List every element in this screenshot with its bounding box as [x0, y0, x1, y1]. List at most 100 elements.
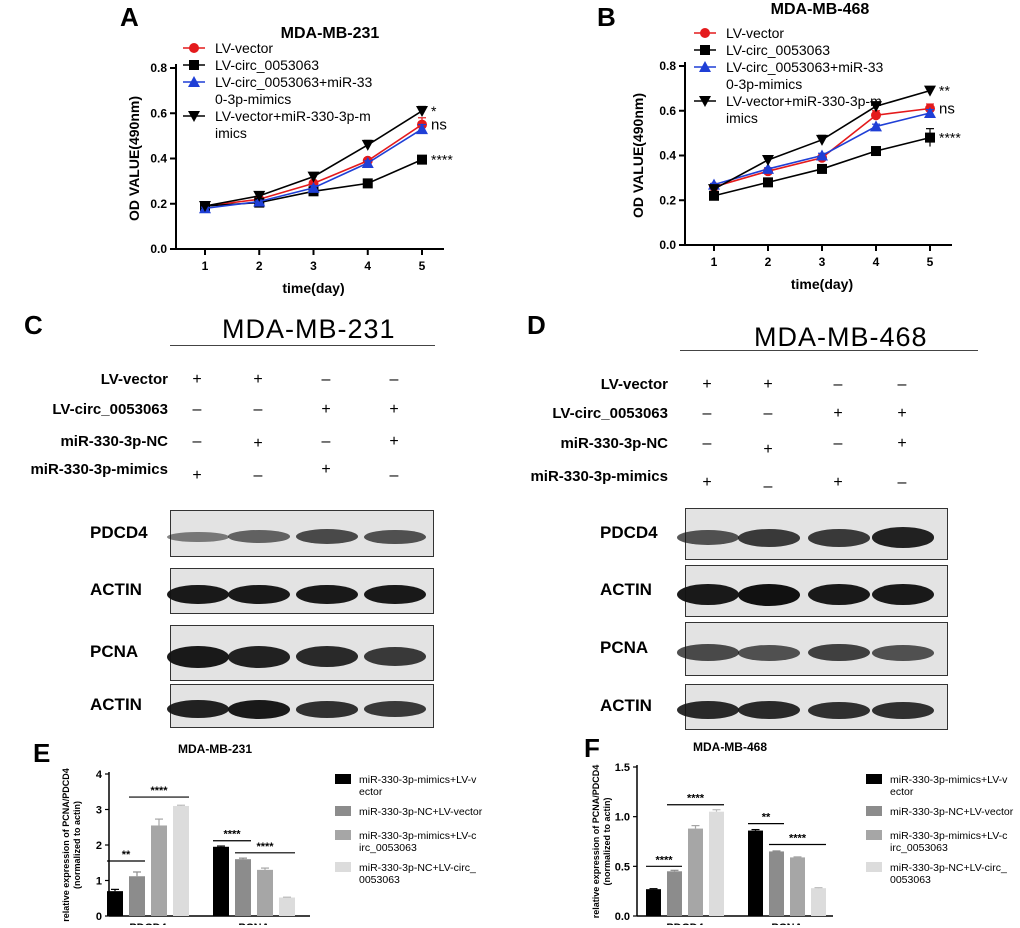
condition-sign: –	[763, 478, 773, 495]
legend-marker	[700, 45, 710, 55]
bar	[279, 897, 295, 916]
legend-swatch	[335, 806, 351, 816]
x-tick-label: 5	[419, 259, 426, 273]
legend-label: irc_0053063	[359, 842, 417, 854]
condition-sign: +	[763, 441, 773, 458]
y-tick-label: 0.5	[615, 861, 630, 873]
panel-letter-c: C	[24, 310, 43, 340]
condition-sign: +	[192, 371, 202, 388]
western-blot-panel-c: LV-vector + + – – LV-circ_0053063 – – + + miR-330-…	[0, 0, 500, 730]
condition-sign: +	[389, 433, 399, 450]
blot-label-pcna: PCNA	[90, 642, 139, 661]
condition-sign: +	[833, 474, 843, 491]
protein-band	[228, 645, 290, 668]
x-axis-label: time(day)	[282, 280, 344, 296]
y-tick-label: 4	[96, 769, 103, 781]
bar	[748, 830, 763, 916]
legend-label: ector	[890, 786, 914, 798]
data-point	[307, 171, 320, 183]
legend-label: LV-vector+miR-330-3p-m	[726, 93, 882, 109]
data-point	[817, 163, 827, 174]
y-tick-label: 2	[96, 840, 102, 852]
legend-marker	[700, 28, 710, 38]
condition-sign: –	[389, 467, 399, 484]
protein-band	[296, 529, 358, 545]
chart-title: MDA-MB-468	[771, 1, 870, 18]
protein-band	[808, 701, 870, 719]
protein-band	[872, 701, 934, 719]
significance-label: **	[762, 812, 771, 824]
condition-sign: +	[192, 467, 202, 484]
x-tick-label: PCNA	[771, 922, 802, 925]
panel-letter-b: B	[597, 2, 616, 32]
protein-band	[167, 645, 229, 669]
panel-letter-a: A	[120, 2, 139, 32]
bar	[769, 851, 784, 916]
protein-band	[167, 531, 229, 543]
significance-label: *	[431, 103, 437, 119]
blot-image-pcna	[677, 622, 948, 676]
condition-sign: +	[833, 405, 843, 422]
condition-sign: –	[897, 376, 907, 393]
x-tick-label: 3	[310, 259, 317, 273]
data-point	[924, 106, 936, 118]
blot-image-actin	[167, 684, 434, 728]
bar	[129, 876, 145, 916]
x-tick-label: 1	[202, 259, 209, 273]
condition-sign: –	[763, 405, 773, 422]
data-point	[709, 190, 719, 201]
legend-swatch	[335, 774, 351, 784]
legend-label: LV-circ_0053063	[215, 57, 319, 73]
data-point	[816, 149, 828, 161]
data-point	[763, 177, 773, 188]
protein-band	[677, 644, 739, 661]
protein-band	[738, 583, 800, 606]
protein-band	[228, 530, 290, 544]
blot-image-pdcd4	[167, 510, 434, 557]
y-tick-label: 0.8	[659, 59, 676, 73]
blot-label-pdcd4: PDCD4	[600, 523, 658, 542]
title-underline	[170, 345, 435, 346]
protein-band	[677, 529, 739, 546]
legend-label: irc_0053063	[890, 842, 948, 854]
legend-marker	[189, 60, 199, 70]
significance-label: ****	[687, 793, 705, 805]
significance-label: ****	[223, 829, 241, 841]
y-tick-label: 1.0	[615, 812, 630, 824]
legend-label: LV-circ_0053063	[726, 42, 830, 58]
legend-label: imics	[215, 125, 247, 141]
protein-band	[738, 701, 800, 720]
legend-label: miR-330-3p-mimics+LV-v	[890, 774, 1008, 786]
condition-sign: +	[253, 435, 263, 452]
bar	[257, 869, 273, 916]
line-chart-mda-mb-231: MDA-MB-231 0.0 0.2 0.4 0.6 0.8 1 2 3 4 5 time(day) O…	[126, 25, 453, 296]
protein-band	[167, 700, 229, 719]
x-tick-label: 4	[873, 255, 880, 269]
y-axis-label: (normalized to actin)	[602, 797, 612, 885]
legend-label: 0053063	[359, 874, 400, 886]
x-tick-label: 5	[927, 255, 934, 269]
condition-sign: +	[897, 435, 907, 452]
data-point	[253, 190, 266, 202]
condition-label: miR-330-3p-mimics	[30, 461, 168, 478]
blot-image-actin	[677, 684, 948, 730]
significance-label: ns	[939, 101, 955, 118]
protein-band	[364, 647, 426, 667]
condition-label: LV-vector	[100, 371, 168, 388]
blot-label-actin: ACTIN	[90, 580, 142, 599]
blot-image-pdcd4	[677, 508, 948, 560]
chart-title: MDA-MB-231	[178, 742, 252, 756]
x-tick-label: PDCD4	[666, 922, 704, 925]
blot-image-actin	[167, 568, 434, 614]
data-point	[361, 139, 374, 151]
data-point	[870, 120, 882, 132]
protein-band	[738, 644, 800, 661]
significance-label: ****	[150, 785, 168, 797]
legend-marker	[188, 111, 200, 122]
bar	[235, 859, 251, 916]
protein-band	[872, 644, 934, 661]
panel-letter-f: F	[584, 733, 600, 763]
condition-sign: –	[321, 433, 331, 450]
y-tick-label: 3	[96, 805, 102, 817]
blot-image-actin	[677, 565, 948, 617]
